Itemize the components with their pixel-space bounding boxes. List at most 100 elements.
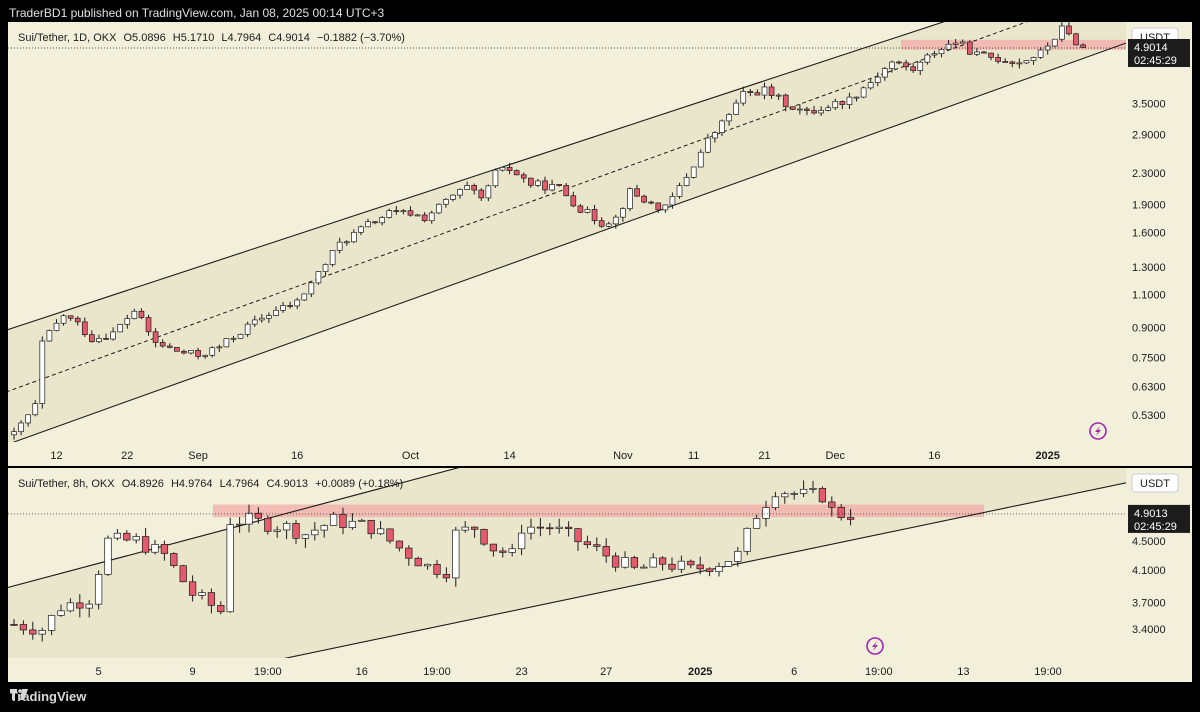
candle-body [640,566,648,569]
candle-body [217,605,225,613]
candle-body [687,560,695,566]
candle-body [734,550,742,562]
time-tick-label: 19:00 [1034,666,1062,678]
candle-body [81,321,88,336]
candle-body [235,523,244,526]
candle-body [837,506,845,518]
candle-body [584,209,591,213]
bar-countdown: 02:45:29 [1134,55,1177,67]
candle-body [564,526,573,529]
candle-body [931,53,938,56]
candle-body [25,414,31,424]
candle-body [151,543,159,553]
candle-body [124,318,131,325]
candle-body [273,529,281,532]
candle-body [705,568,714,572]
candle-body [528,177,534,186]
daily-low: L4.7964 [221,32,262,44]
candle-body [655,202,662,211]
candle-body [828,501,836,508]
candle-body [435,203,442,214]
price-tick-label: 4.5000 [1132,536,1166,548]
candle-body [329,249,336,265]
candle-body [1037,49,1044,58]
last-price-value: 4.9013 [1134,508,1168,520]
time-tick-label: 16 [291,450,303,462]
candle-body [781,493,789,498]
candle-body [768,86,775,96]
candle-body [103,338,109,340]
8h-chart-canvas[interactable]: 4.5000 4.1000 3.7000 3.4000 USDT 4.901302:45:… [8,468,1192,682]
candle-body [492,169,499,187]
candle-body [152,331,159,343]
candle-body [649,557,657,568]
candle-body [719,120,725,133]
candle-body [280,305,286,311]
channel-fill [8,22,1169,445]
price-tick-label: 3.5000 [1132,99,1166,111]
candle-body [351,231,357,243]
candle-body [294,299,301,307]
candle-body [395,540,404,549]
time-tick-label: 21 [758,450,770,462]
daily-open: O5.0896 [123,32,166,44]
candle-body [1080,44,1086,48]
candle-body [1016,62,1023,65]
8h-chart-panel[interactable]: 4.5000 4.1000 3.7000 3.4000 USDT 4.9013 02:45:… [8,468,1192,682]
candle-body [117,323,124,333]
candle-body [620,208,626,218]
time-tick-label: Sep [188,450,208,462]
lightning-icon [1089,422,1107,440]
candle-body [818,110,824,114]
candle-body [471,185,478,191]
candle-body [669,196,676,206]
candle-body [740,91,747,104]
candle-body [308,282,315,295]
price-tick-label: 0.5300 [1132,410,1166,422]
candle-body [903,62,909,68]
daily-chart-canvas[interactable]: 3.5000 2.9000 2.3000 1.9000 1.6000 1.3000 1.10… [8,22,1192,466]
candle-body [273,309,279,317]
candle-body [574,528,582,543]
candle-body [57,610,65,616]
price-tick-label: 0.7500 [1132,353,1166,365]
time-tick-label: Dec [825,450,845,462]
candle-body [489,543,498,552]
candle-body [39,340,46,404]
candle-body [405,547,413,559]
price-tick-label: 2.9000 [1132,130,1166,142]
candle-body [556,184,562,186]
candle-body [677,560,686,570]
candle-body [74,317,81,323]
price-axis-bg [1126,22,1192,466]
time-tick-label: 19:00 [865,666,893,678]
candle-body [85,603,93,609]
candle-body [237,334,244,339]
candle-body [846,517,855,520]
candle-body [499,550,507,553]
candle-body [546,527,554,530]
candle-body [945,43,952,50]
candle-body [365,221,371,228]
time-tick-label: 5 [96,666,102,678]
candle-body [18,422,24,433]
tradingview-footer[interactable]: TradingView [10,689,86,704]
candle-body [245,512,253,525]
candle-body [542,180,548,191]
candle-body [839,101,846,105]
last-price-value: 4.9014 [1134,42,1168,54]
candle-body [818,488,827,503]
daily-chart-panel[interactable]: 3.5000 2.9000 2.3000 1.9000 1.6000 1.3000 1.10… [8,22,1192,466]
candle-body [480,528,488,545]
candle-body [320,525,328,531]
candle-body [513,170,520,176]
candle-body [641,195,647,203]
candle-body [583,541,592,546]
candle-body [76,602,84,609]
candle-body [724,561,733,567]
time-tick-label: Nov [613,450,633,462]
candle-body [329,513,338,526]
price-tick-label: 3.4000 [1132,624,1166,636]
candle-body [782,94,789,108]
lightning-icon [866,637,884,655]
